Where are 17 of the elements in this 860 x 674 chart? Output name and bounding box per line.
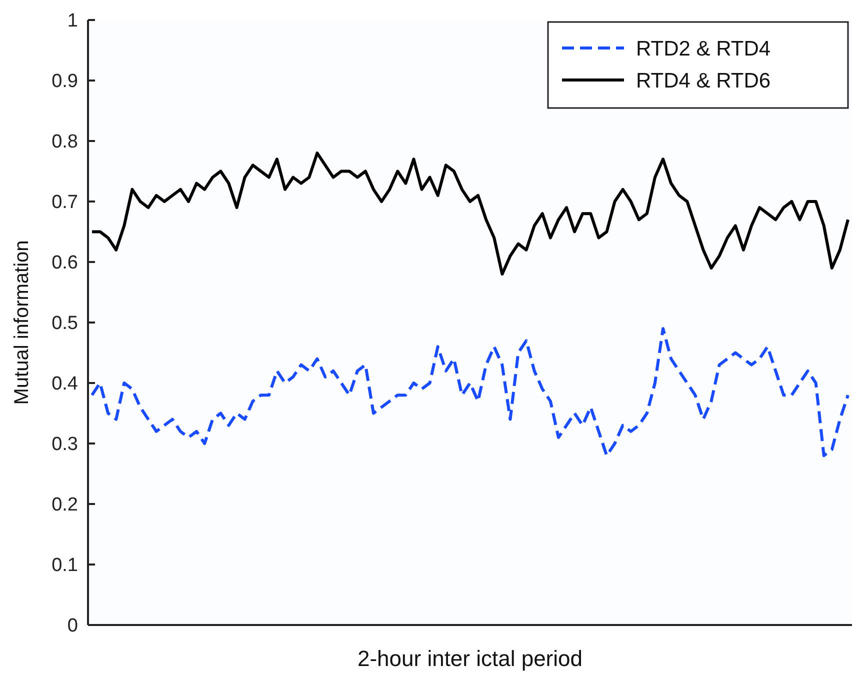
line-series (90, 327, 850, 458)
y-tick-label: 0.1 (52, 555, 78, 576)
y-tick-label: 1 (67, 10, 78, 32)
y-tick-label: 0 (67, 616, 78, 637)
y-tick-label: 0.4 (52, 374, 78, 395)
y-tick-label: 0.8 (52, 132, 78, 153)
line-series (90, 152, 850, 276)
y-tick-label: 0.6 (52, 252, 78, 274)
legend-label: RTD2 & RTD4 (636, 37, 771, 60)
legend-label: RTD4 & RTD6 (636, 69, 771, 92)
y-tick-label: 0.5 (52, 313, 78, 334)
y-axis-title: Mutual information (11, 240, 33, 405)
y-tick-label: 0.3 (52, 434, 78, 456)
y-tick-label: 0.2 (52, 494, 78, 516)
y-tick-label: 0.9 (52, 71, 78, 92)
x-axis-title: 2-hour inter ictal period (357, 646, 583, 671)
y-tick-label: 0.7 (52, 192, 78, 214)
